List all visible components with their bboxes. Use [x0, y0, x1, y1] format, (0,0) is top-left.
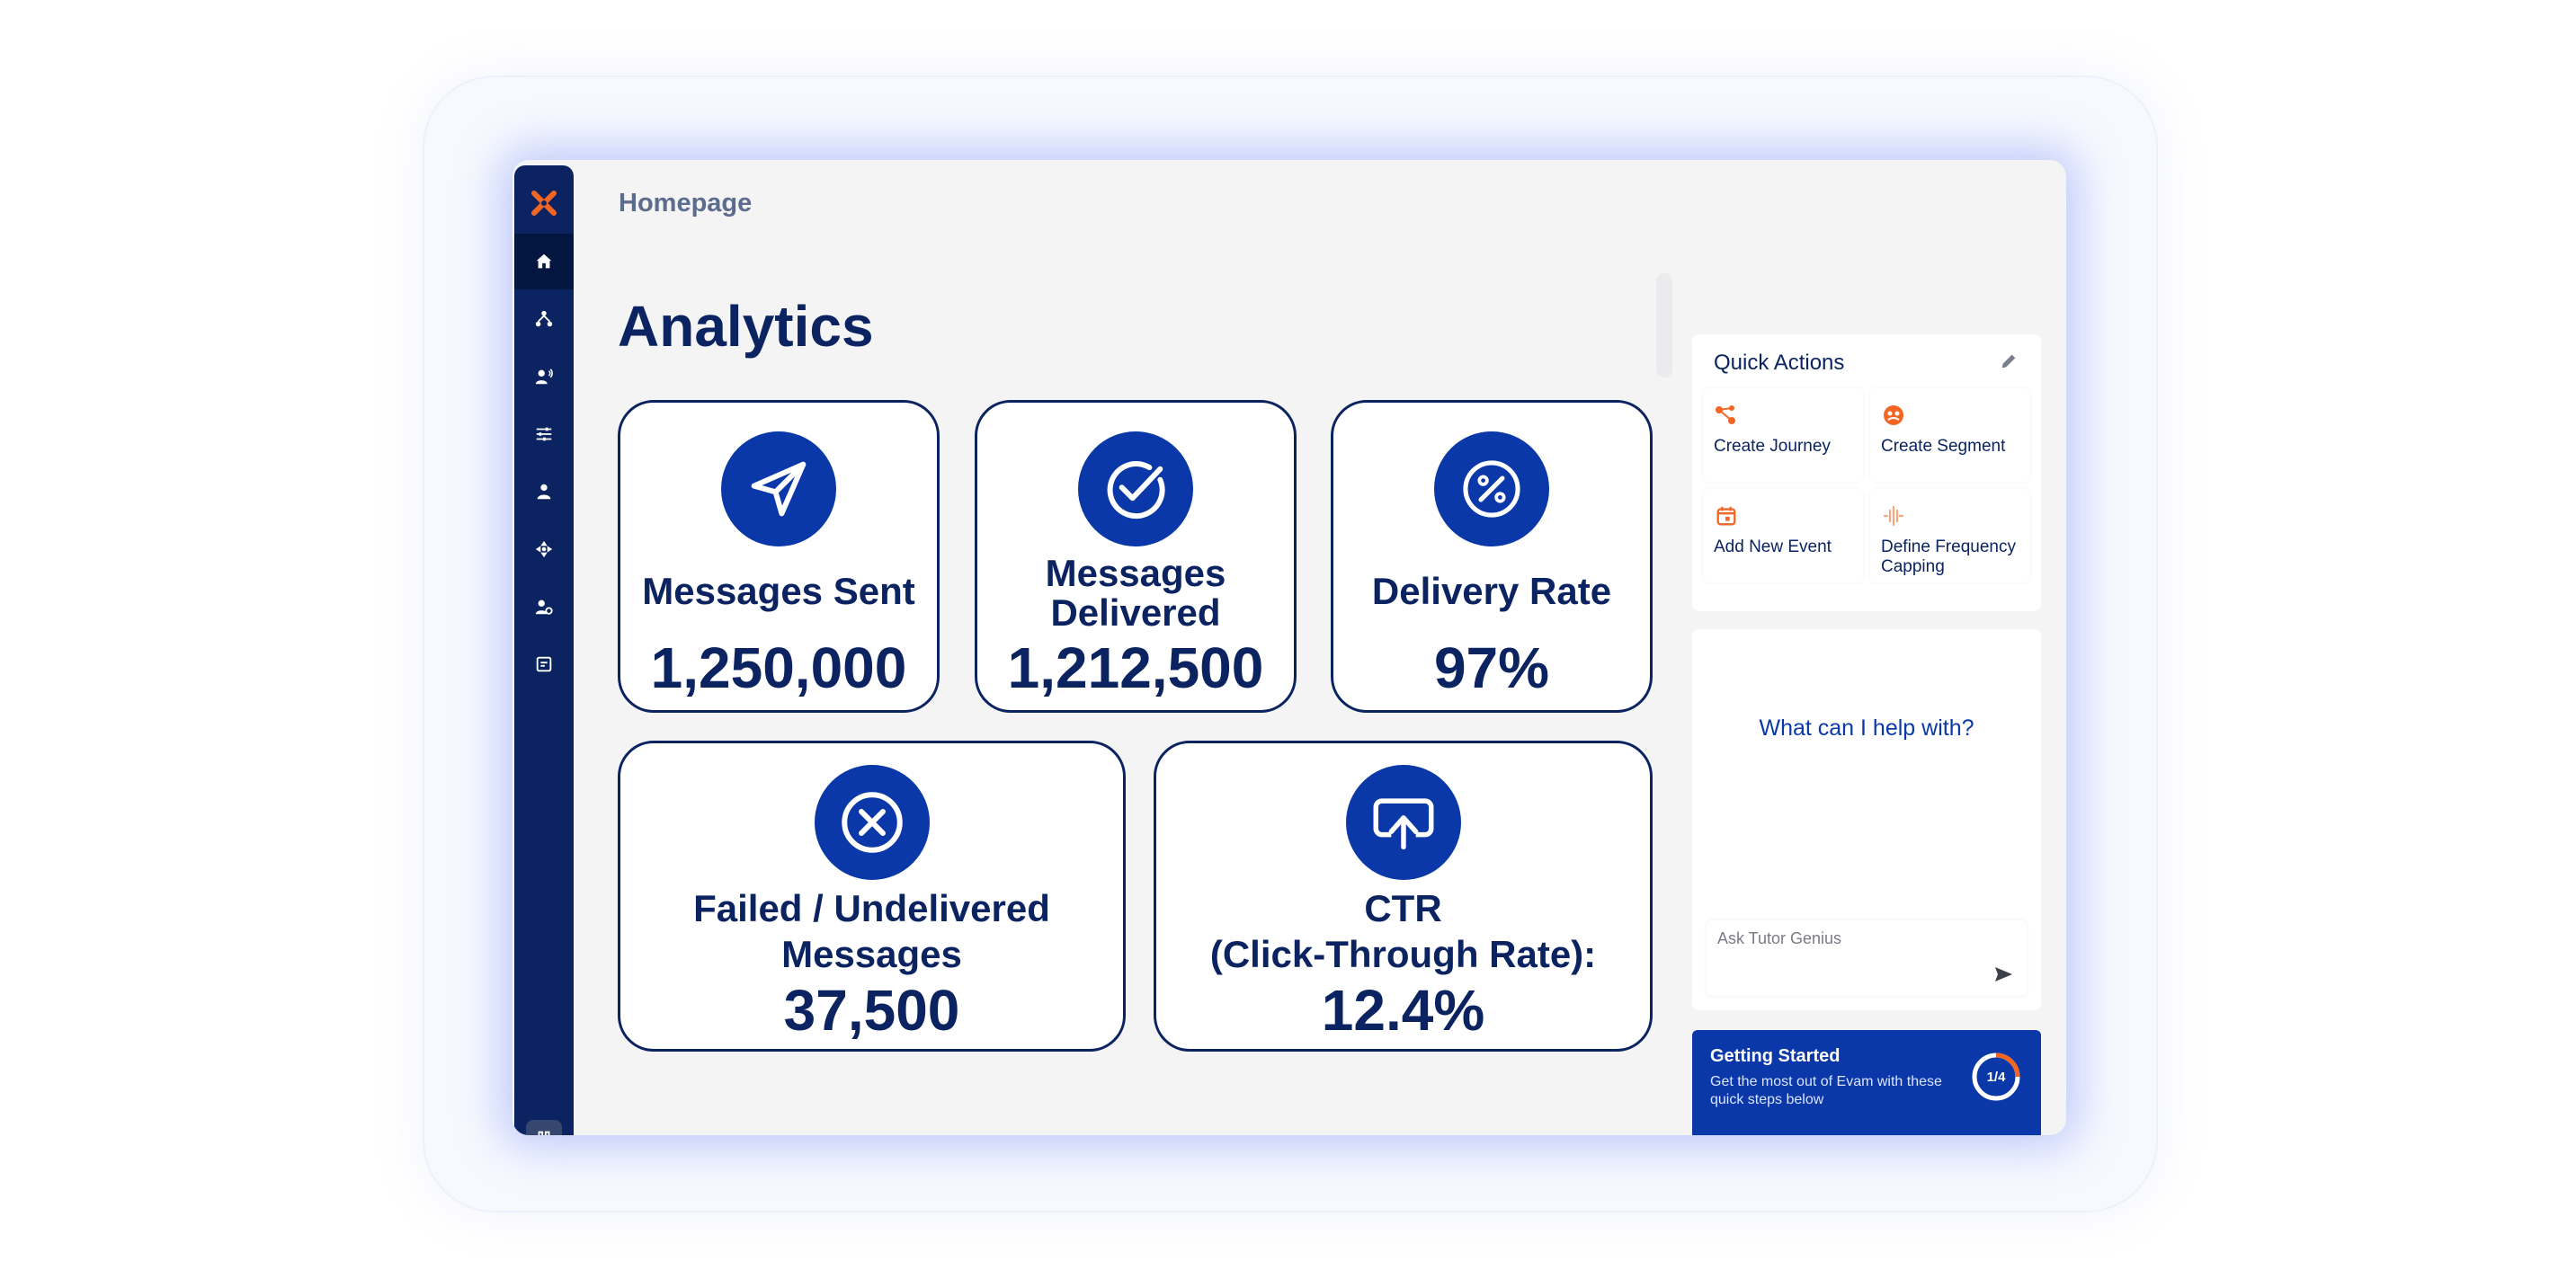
check-circle-icon [1078, 431, 1193, 546]
sidebar-item-reports[interactable] [514, 636, 574, 692]
metric-card-ctr: CTR (Click-Through Rate): 12.4% [1154, 741, 1653, 1052]
metric-label: Messages Sent [642, 570, 915, 612]
send-icon[interactable] [1991, 962, 2016, 987]
metric-card-failed-messages: Failed / Undelivered Messages 37,500 [618, 741, 1126, 1052]
getting-started-card[interactable]: Getting Started Get the most out of Evam… [1692, 1030, 2041, 1135]
pencil-icon[interactable] [1998, 351, 2019, 372]
app-screen: Homepage Analytics Messages Sent 1,250,0… [513, 160, 2066, 1135]
chat-input-placeholder: Ask Tutor Genius [1717, 929, 1842, 947]
x-circle-icon [814, 765, 930, 880]
metric-label: Delivery Rate [1371, 570, 1612, 612]
breadcrumb: Homepage [619, 189, 753, 218]
collapse-icon[interactable] [526, 1120, 562, 1135]
sidebar-item-user-settings[interactable] [514, 579, 574, 635]
metric-label: Messages Delivered [1045, 552, 1226, 634]
user-broadcast-icon [535, 369, 553, 385]
cloud-upload-icon [1345, 765, 1461, 880]
user-flask-icon [537, 484, 551, 500]
calendar-icon [1714, 503, 1739, 529]
target-icon [535, 540, 553, 558]
assistant-chat-panel: What can I help with? Ask Tutor Genius [1692, 629, 2041, 1010]
quick-action-label: Create Journey [1714, 437, 1831, 456]
home-icon [536, 253, 552, 269]
quick-action-label: Create Segment [1881, 437, 2006, 456]
sidebar-item-audience[interactable] [514, 349, 574, 404]
metric-value: 1,212,500 [1007, 635, 1264, 700]
sidebar [514, 165, 574, 1135]
chat-prompt: What can I help with? [1759, 715, 1974, 741]
sidebar-item-experiments[interactable] [514, 464, 574, 520]
quick-action-add-new-event[interactable]: Add New Event [1703, 489, 1863, 582]
quick-action-create-segment[interactable]: Create Segment [1870, 388, 2030, 482]
metric-card-messages-delivered: Messages Delivered 1,212,500 [975, 400, 1297, 713]
reports-icon [536, 656, 552, 672]
percent-icon [1434, 431, 1549, 546]
quick-action-label: Add New Event [1714, 537, 1832, 556]
sidebar-item-targeting[interactable] [514, 521, 574, 577]
frequency-icon [1881, 503, 1906, 529]
metric-label-line2: (Click-Through Rate): [1209, 933, 1597, 975]
metric-value: 97% [1433, 635, 1550, 700]
quick-actions-panel: Quick Actions Create Journey Create [1692, 334, 2041, 611]
sidebar-item-home[interactable] [514, 234, 574, 289]
metric-value: 37,500 [783, 978, 960, 1043]
scrollbar[interactable] [1656, 273, 1672, 378]
getting-started-title: Getting Started [1710, 1046, 1841, 1066]
sidebar-item-settings[interactable] [514, 406, 574, 462]
quick-actions-title: Quick Actions [1714, 351, 1845, 375]
sidebar-item-hierarchy[interactable] [514, 291, 574, 347]
chat-input[interactable]: Ask Tutor Genius [1707, 920, 2027, 996]
page-title: Analytics [618, 294, 874, 359]
segment-icon [1881, 403, 1906, 428]
quick-action-define-frequency-capping[interactable]: Define Frequency Capping [1870, 489, 2030, 582]
sliders-icon [536, 427, 552, 441]
x-logo-icon[interactable] [514, 185, 574, 221]
progress-ring: 1/4 [1969, 1050, 2023, 1104]
metric-card-delivery-rate: Delivery Rate 97% [1331, 400, 1653, 713]
metric-label-line1: CTR [1364, 887, 1442, 929]
quick-action-label: Define Frequency Capping [1881, 537, 2016, 576]
metric-label: Failed / Undelivered Messages [693, 887, 1050, 975]
journey-icon [1714, 403, 1739, 428]
hierarchy-icon [535, 310, 553, 327]
metric-value: 12.4% [1321, 978, 1485, 1043]
getting-started-description: Get the most out of Evam with these quic… [1710, 1074, 1942, 1107]
quick-action-create-journey[interactable]: Create Journey [1703, 388, 1863, 482]
paper-plane-icon [721, 431, 836, 546]
user-settings-icon [535, 600, 553, 615]
metric-value: 1,250,000 [650, 635, 907, 700]
progress-text: 1/4 [1986, 1069, 2006, 1085]
metric-card-messages-sent: Messages Sent 1,250,000 [618, 400, 940, 713]
